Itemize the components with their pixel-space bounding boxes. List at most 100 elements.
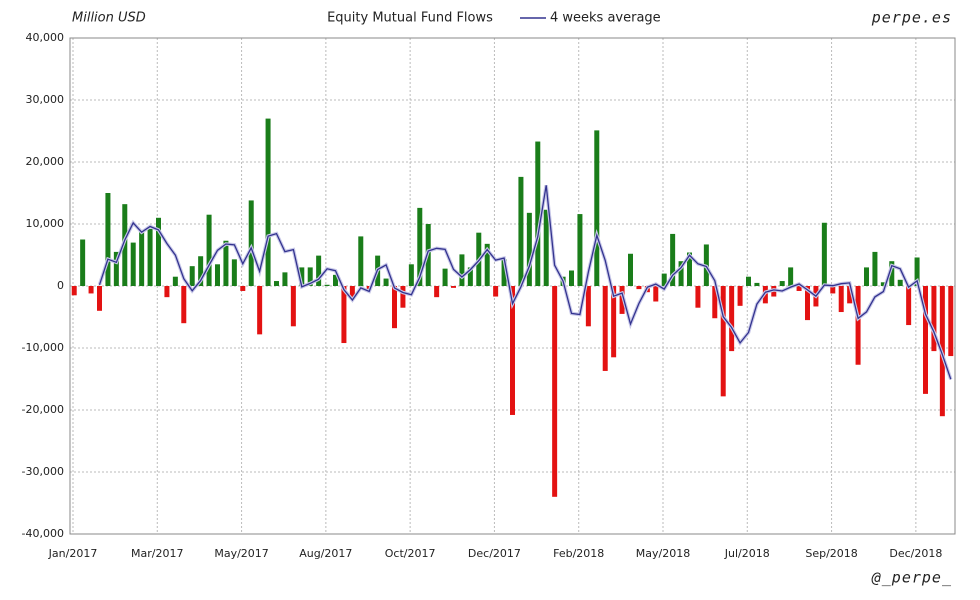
bar [467,267,473,286]
bar [71,286,77,296]
bar [602,286,608,371]
bar [248,200,254,286]
bar [569,270,574,286]
bar [400,286,406,308]
bar [746,276,751,286]
bar [552,286,558,497]
bar [628,253,633,286]
bar [687,252,692,286]
bar [754,282,760,286]
bar [636,286,642,290]
x-tick-label: May/2017 [214,547,268,560]
bar [392,286,397,329]
x-tick-label: Oct/2017 [385,547,436,560]
y-tick-label: 20,000 [26,155,65,168]
bar [349,286,355,298]
bar [779,281,785,286]
bar [864,267,869,286]
bar [880,282,886,286]
author: @_perpe_ [871,569,952,587]
bar [906,286,912,326]
x-tick-label: May/2018 [636,547,690,560]
bar [720,286,726,397]
bar [130,242,136,286]
x-tick-label: Dec/2017 [468,547,521,560]
bar [189,266,195,286]
bar [88,286,94,294]
x-tick-label: Mar/2017 [131,547,183,560]
bar [923,286,928,394]
bar [333,274,338,286]
bar [172,276,178,286]
bar [358,236,364,286]
bar [265,118,271,286]
bar [434,286,440,298]
bar [948,286,954,357]
bar [712,286,718,319]
bar [543,209,549,286]
y-tick-label: -20,000 [22,403,64,416]
bar [113,251,119,286]
y-tick-label: 30,000 [26,93,65,106]
bar [80,239,86,286]
bar [122,204,128,286]
bar [897,279,903,286]
x-tick-label: Dec/2018 [889,547,942,560]
bar [493,286,499,297]
y-tick-label: -30,000 [22,465,64,478]
bar [307,267,313,286]
bar [324,284,330,286]
bar [164,286,170,298]
bar [838,286,844,313]
bar [611,286,617,358]
bar [653,286,659,302]
bar [459,254,465,286]
x-tick-label: Jan/2017 [48,547,98,560]
legend-label: 4 weeks average [550,11,661,26]
bar [223,240,229,286]
bar [535,141,541,286]
bar [678,261,684,286]
average-line [98,185,952,380]
bar [97,286,102,311]
bar [181,286,187,324]
bar [788,267,794,286]
chart-title: Equity Mutual Fund Flows [327,11,493,26]
bar [931,286,937,352]
plot-border [69,37,956,535]
bar [695,286,701,308]
x-tick-label: Sep/2018 [805,547,857,560]
bar [619,286,625,314]
bar [198,256,204,286]
bar [231,259,237,286]
bar [889,261,895,286]
bar [484,243,490,286]
bar [670,233,676,286]
bar [206,214,212,286]
y-tick-label: -10,000 [22,341,64,354]
bar [451,286,456,288]
bar [240,286,246,291]
bar [737,286,743,306]
bar [147,228,153,286]
bar [156,217,161,286]
bar [139,230,145,286]
bar [274,281,279,286]
bar [847,286,853,304]
y-axis-label: Million USD [72,11,146,26]
bar [510,286,515,415]
bar [796,286,802,291]
bar [594,130,600,286]
bar [855,286,861,365]
bar [316,255,322,286]
bar [408,264,414,286]
x-tick-label: Feb/2018 [553,547,604,560]
bar [577,214,583,286]
source: perpe.es [871,9,952,27]
y-tick-label: -40,000 [22,527,64,540]
bar [526,212,532,286]
bar [805,286,810,321]
bar [661,273,667,286]
bar [821,222,827,286]
